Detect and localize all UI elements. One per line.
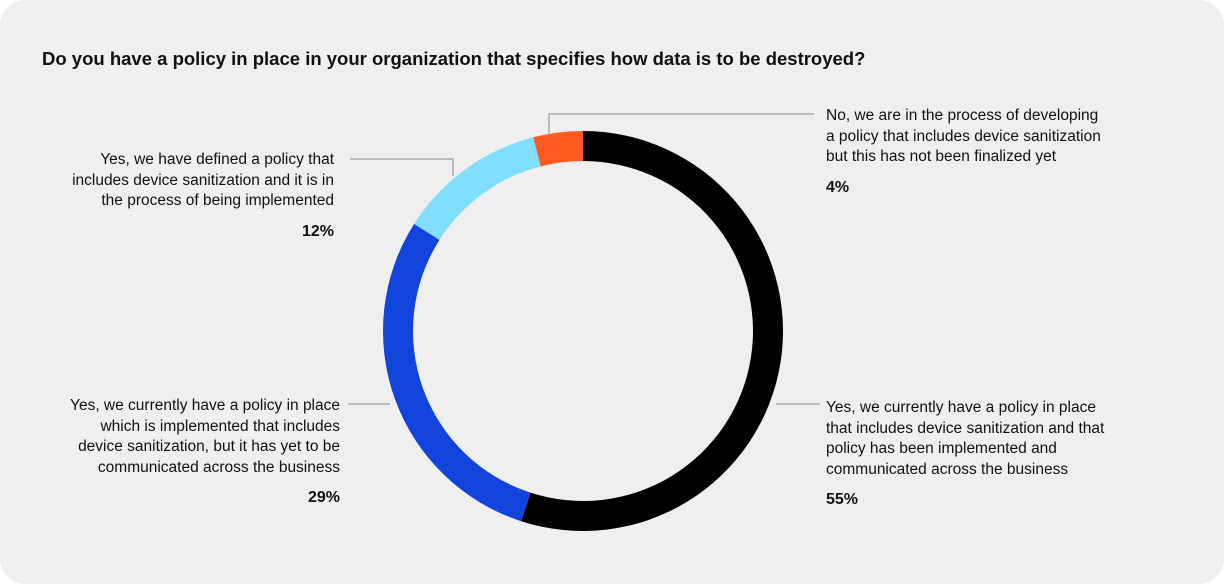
leader-line-defined-being-implemented: [350, 158, 454, 176]
slice-percent: 12%: [301, 222, 334, 240]
slice-label-text: No, we are in the process of developing …: [826, 107, 1101, 165]
slice-developing: [533, 131, 583, 167]
slice-implemented-communicated: [521, 131, 783, 531]
slice-label-text: Yes, we currently have a policy in place…: [826, 399, 1105, 478]
slice-label-text: Yes, we currently have a policy in place…: [70, 397, 340, 476]
slice-label-defined-being-implemented: Yes, we have defined a policy that inclu…: [72, 150, 334, 242]
slice-label-implemented-communicated: Yes, we currently have a policy in place…: [826, 398, 1104, 511]
slice-implemented-not-communicated: [382, 223, 531, 522]
slice-label-implemented-not-communicated: Yes, we currently have a policy in place…: [70, 396, 340, 509]
slice-defined-being-implemented: [414, 137, 541, 240]
chart-title: Do you have a policy in place in your or…: [42, 48, 866, 69]
leader-line-developing: [548, 113, 814, 135]
slice-percent: 29%: [307, 489, 340, 506]
slice-label-developing: No, we are in the process of developing …: [826, 106, 1101, 198]
slice-percent: 55%: [826, 491, 859, 508]
slice-percent: 4%: [826, 178, 850, 196]
slice-label-text: Yes, we have defined a policy that inclu…: [72, 151, 334, 209]
